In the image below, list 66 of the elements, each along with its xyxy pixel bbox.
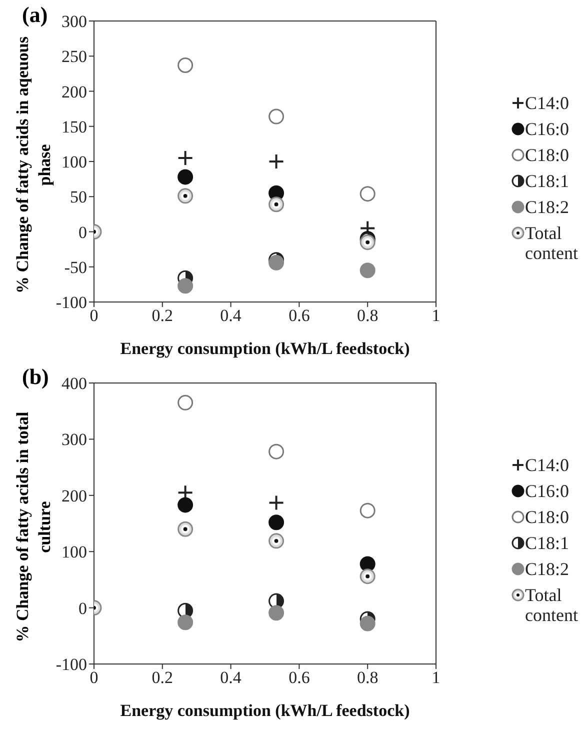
- x-axis-title: Energy consumption (kWh/L feedstock): [120, 701, 410, 720]
- point: [360, 262, 376, 278]
- point: [360, 502, 376, 518]
- point: [268, 533, 284, 549]
- x-axis-title: Energy consumption (kWh/L feedstock): [120, 339, 410, 358]
- point: [360, 616, 376, 632]
- point: [178, 394, 194, 410]
- y-tick-label: -100: [56, 293, 87, 312]
- legend-label: C18:2: [525, 197, 570, 217]
- point: [178, 614, 194, 630]
- y-tick-label: 200: [62, 486, 87, 506]
- point: [268, 444, 284, 460]
- point: [268, 108, 284, 124]
- legend-label: C16:0: [525, 481, 570, 501]
- point: [178, 188, 194, 204]
- x-tick-label: 0.4: [220, 306, 242, 326]
- y-tick-label: 0: [78, 598, 87, 618]
- legend-label: C16:0: [525, 119, 570, 139]
- y-tick-label: -100: [56, 655, 87, 674]
- x-tick-label: 0.8: [356, 668, 378, 688]
- point: [178, 521, 194, 537]
- point: [268, 494, 284, 511]
- chart-title: (a): [22, 2, 48, 28]
- legend-label: C18:0: [525, 145, 570, 165]
- y-tick-label: 300: [62, 12, 87, 32]
- x-tick-label: 1: [432, 668, 440, 688]
- y-tick-label: 0: [78, 222, 87, 242]
- point: [268, 196, 284, 212]
- x-tick-label: 0.2: [152, 306, 174, 326]
- point: [178, 58, 194, 74]
- y-tick-label: 50: [70, 188, 87, 207]
- x-tick-label: 0.2: [152, 668, 174, 688]
- legend-label: C18:0: [525, 507, 570, 527]
- point: [178, 169, 194, 185]
- y-axis-title: % Change of fatty acids in total culture: [13, 412, 54, 642]
- point: [268, 154, 284, 170]
- y-tick-label: 400: [62, 374, 87, 394]
- y-axis-title: % Change of fatty acids in aqeuous phase: [13, 36, 54, 294]
- legend-label: Total content: [525, 585, 579, 625]
- legend-label: C18:1: [525, 171, 570, 191]
- x-tick-label: 0.6: [288, 668, 310, 688]
- legend-label: C18:2: [525, 559, 570, 579]
- legend-label: C14:0: [525, 455, 570, 475]
- chart-title: (b): [22, 364, 49, 390]
- y-tick-label: 250: [62, 47, 87, 66]
- x-tick-label: 0.6: [288, 306, 310, 326]
- legend-label: Total content: [525, 223, 579, 263]
- point: [268, 514, 284, 530]
- legend-label: C14:0: [525, 93, 570, 113]
- y-tick-label: 100: [62, 152, 87, 172]
- y-tick-label: -50: [64, 258, 87, 277]
- x-tick-label: 0.4: [220, 668, 242, 688]
- y-tick-label: 150: [62, 117, 87, 136]
- point: [177, 150, 194, 166]
- y-tick-label: 100: [62, 542, 87, 562]
- point: [360, 186, 376, 202]
- x-tick-label: 0.8: [356, 306, 378, 326]
- point: [178, 497, 194, 513]
- y-tick-label: 200: [62, 82, 87, 102]
- point: [360, 568, 376, 584]
- legend-label: C18:1: [525, 533, 570, 553]
- y-tick-label: 300: [62, 430, 87, 450]
- x-tick-label: 1: [432, 306, 440, 326]
- point: [268, 605, 284, 621]
- point: [360, 556, 376, 572]
- point: [178, 278, 194, 294]
